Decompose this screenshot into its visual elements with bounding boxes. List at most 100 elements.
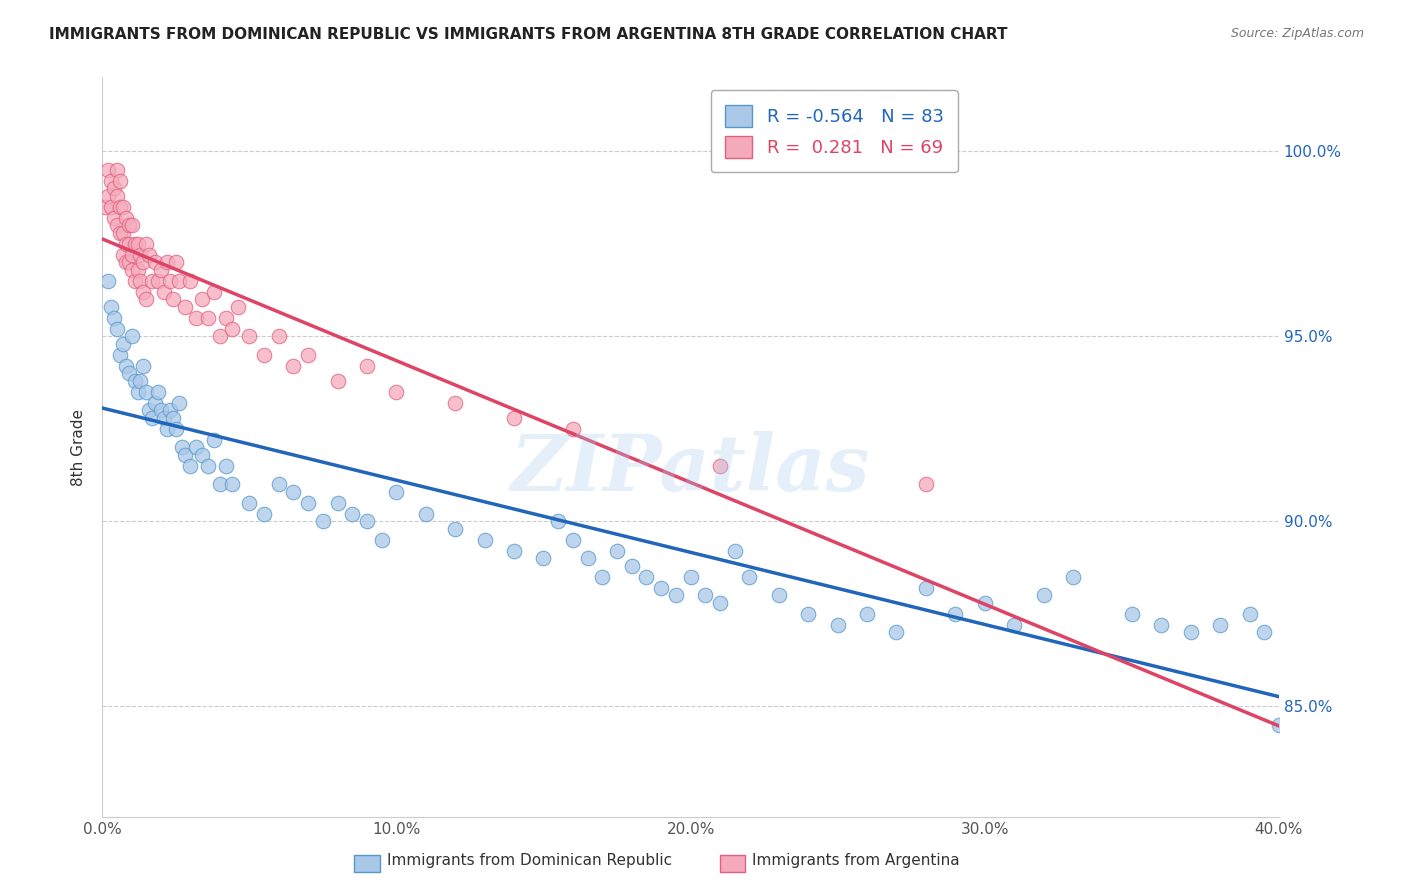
Point [620, 558, 643, 573]
Point [179, 458, 201, 473]
Point [156, 255, 179, 269]
Point [173, 300, 195, 314]
Point [202, 285, 225, 299]
Point [973, 595, 995, 609]
Point [141, 274, 163, 288]
Point [221, 477, 243, 491]
Point [1180, 625, 1202, 640]
Point [129, 274, 152, 288]
Point [503, 543, 526, 558]
Point [679, 569, 702, 583]
Point [124, 274, 146, 288]
Point [124, 236, 146, 251]
Point [312, 514, 335, 528]
Point [127, 384, 149, 399]
Point [179, 274, 201, 288]
Point [738, 569, 761, 583]
Point [132, 255, 155, 269]
Point [114, 236, 136, 251]
Point [724, 543, 747, 558]
Point [215, 310, 238, 325]
Point [1253, 625, 1275, 640]
Point [138, 403, 160, 417]
Point [159, 274, 181, 288]
Point [129, 374, 152, 388]
Point [238, 496, 260, 510]
Point [108, 200, 131, 214]
Point [132, 359, 155, 373]
Point [146, 274, 169, 288]
Point [114, 359, 136, 373]
Point [121, 219, 143, 233]
Point [159, 403, 181, 417]
Point [105, 219, 128, 233]
Point [111, 226, 134, 240]
Point [143, 255, 166, 269]
Point [114, 255, 136, 269]
Point [474, 533, 496, 547]
Point [547, 514, 569, 528]
Point [267, 329, 290, 343]
Y-axis label: 8th Grade: 8th Grade [72, 409, 86, 486]
Point [695, 588, 717, 602]
Point [444, 396, 467, 410]
Point [1032, 588, 1054, 602]
Point [153, 285, 176, 299]
Point [100, 174, 122, 188]
Point [238, 329, 260, 343]
Point [162, 410, 184, 425]
Point [191, 293, 214, 307]
Point [208, 329, 231, 343]
Point [650, 581, 672, 595]
Text: Source: ZipAtlas.com: Source: ZipAtlas.com [1230, 27, 1364, 40]
Point [709, 458, 731, 473]
Point [197, 458, 219, 473]
Point [118, 236, 141, 251]
Point [127, 236, 149, 251]
Point [1239, 607, 1261, 621]
Point [167, 274, 190, 288]
Point [129, 248, 152, 262]
Point [118, 255, 141, 269]
Point [356, 514, 378, 528]
Text: ZIPatlas: ZIPatlas [510, 431, 870, 508]
Point [170, 440, 193, 454]
Point [173, 448, 195, 462]
Point [191, 448, 214, 462]
Point [97, 162, 120, 177]
Point [197, 310, 219, 325]
Point [415, 507, 437, 521]
Point [97, 274, 120, 288]
Point [141, 410, 163, 425]
Point [1002, 617, 1025, 632]
Text: IMMIGRANTS FROM DOMINICAN REPUBLIC VS IMMIGRANTS FROM ARGENTINA 8TH GRADE CORREL: IMMIGRANTS FROM DOMINICAN REPUBLIC VS IM… [49, 27, 1008, 42]
Point [444, 522, 467, 536]
Point [943, 607, 966, 621]
Point [267, 477, 290, 491]
Point [127, 262, 149, 277]
Point [153, 410, 176, 425]
Point [636, 569, 658, 583]
Point [533, 551, 555, 566]
Point [606, 543, 628, 558]
Point [297, 496, 319, 510]
Point [103, 181, 125, 195]
Point [326, 496, 349, 510]
Point [111, 248, 134, 262]
Point [576, 551, 599, 566]
Point [94, 200, 117, 214]
Point [1209, 617, 1232, 632]
Point [121, 248, 143, 262]
Point [797, 607, 820, 621]
Point [1121, 607, 1143, 621]
Legend: R = -0.564   N = 83, R =  0.281   N = 69: R = -0.564 N = 83, R = 0.281 N = 69 [710, 90, 957, 172]
Point [1268, 717, 1291, 731]
Point [186, 440, 208, 454]
Point [121, 329, 143, 343]
Point [165, 422, 187, 436]
Point [146, 384, 169, 399]
Point [100, 300, 122, 314]
Point [385, 484, 408, 499]
Point [915, 477, 938, 491]
Point [385, 384, 408, 399]
